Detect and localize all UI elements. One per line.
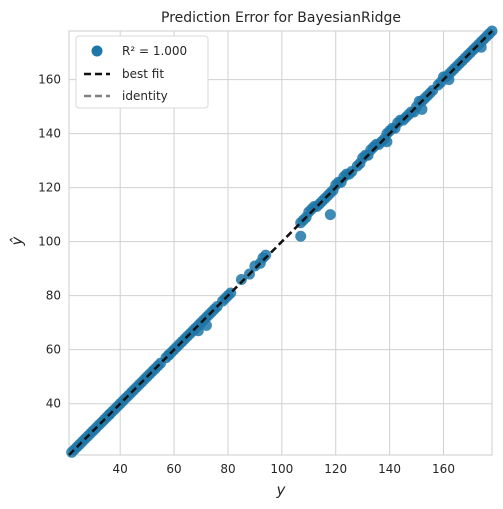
scatter-point xyxy=(325,209,336,220)
legend-best-fit-label: best fit xyxy=(122,67,164,81)
x-tick-labels: 40 60 80 100 120 140 160 xyxy=(113,462,455,476)
x-tick-label: 80 xyxy=(220,462,235,476)
y-tick-label: 140 xyxy=(38,127,61,141)
y-tick-label: 160 xyxy=(38,73,61,87)
x-tick-label: 160 xyxy=(432,462,455,476)
y-tick-labels: 40 60 80 100 120 140 160 xyxy=(38,73,61,411)
y-tick-label: 100 xyxy=(38,235,61,249)
x-tick-label: 40 xyxy=(113,462,128,476)
y-axis-label: ŷ xyxy=(8,235,26,246)
x-tick-label: 60 xyxy=(166,462,181,476)
legend: R² = 1.000 best fit identity xyxy=(76,36,208,108)
x-axis-label: y xyxy=(276,481,287,499)
legend-r2-label: R² = 1.000 xyxy=(122,44,187,58)
x-tick-label: 140 xyxy=(378,462,401,476)
scatter-point xyxy=(416,104,427,115)
scatter-point xyxy=(295,231,306,242)
x-tick-label: 120 xyxy=(324,462,347,476)
y-tick-label: 60 xyxy=(46,343,61,357)
y-tick-label: 40 xyxy=(46,397,61,411)
legend-marker-points xyxy=(92,46,103,57)
y-tick-label: 80 xyxy=(46,289,61,303)
legend-identity-label: identity xyxy=(122,89,168,103)
x-tick-label: 100 xyxy=(270,462,293,476)
chart-title: Prediction Error for BayesianRidge xyxy=(161,10,401,26)
y-tick-label: 120 xyxy=(38,181,61,195)
